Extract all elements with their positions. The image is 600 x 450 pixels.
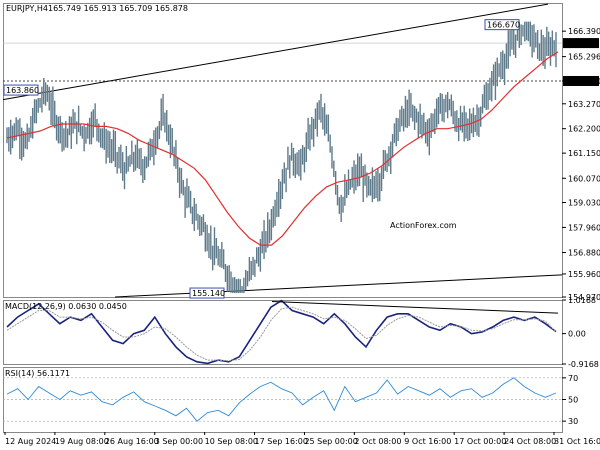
watermark: ActionForex.com <box>390 221 457 230</box>
x-tick-label: 31 Oct 16:00 <box>554 437 600 446</box>
macd-ytick-label: -0.9168 <box>568 360 599 369</box>
x-tick-label: 3 Sep 00:00 <box>155 437 203 446</box>
rsi-title: RSI(14) 56.1171 <box>5 369 70 378</box>
price-annotation-label: 166.670 <box>487 21 520 30</box>
price-ytick-label: 165.296 <box>568 53 600 62</box>
price-ytick-label: 154.970 <box>568 293 600 302</box>
symbol-title: EURJPY,H4 <box>6 4 48 13</box>
rsi-panel-frame <box>3 367 563 433</box>
macd-signal-line <box>6 306 557 362</box>
x-tick-label: 10 Sep 08:00 <box>205 437 258 446</box>
moving-average-line <box>6 51 559 246</box>
price-annotation-box <box>484 19 520 31</box>
price-ytick-label: 161.150 <box>568 149 600 158</box>
rsi-line <box>6 377 557 422</box>
macd-ytick-label: 1.0168 <box>568 296 596 305</box>
price-annotation-label: 155.140 <box>192 289 225 298</box>
current-price-label: 165.878 <box>565 39 598 48</box>
macd-trendline <box>271 301 559 314</box>
price-ytick-label: 166.390 <box>568 27 600 36</box>
price-ytick-label: 156.880 <box>568 249 600 258</box>
price-annotation-box <box>3 84 39 96</box>
x-tick-label: 26 Aug 16:00 <box>105 437 159 446</box>
x-tick-label: 9 Oct 16:00 <box>404 437 451 446</box>
level-price-box <box>563 75 599 86</box>
price-ytick-label: 157.960 <box>568 223 600 232</box>
price-ytick-label: 162.200 <box>568 125 600 134</box>
ohlc-readout: 165.749 165.913 165.709 165.878 <box>48 4 188 13</box>
x-tick-label: 24 Oct 08:00 <box>504 437 556 446</box>
rsi-ytick-label: 30 <box>568 417 578 426</box>
level-price-label: 164.250 <box>565 77 598 86</box>
current-price-box <box>563 38 599 49</box>
macd-title: MACD(12,26,9) 0.0630 0.0450 <box>5 302 127 311</box>
macd-panel-frame <box>3 300 563 365</box>
price-annotation-label: 163.860 <box>6 86 39 95</box>
x-tick-label: 2 Oct 08:00 <box>354 437 401 446</box>
upper-trendline <box>2 3 549 101</box>
price-ytick-label: 155.960 <box>568 270 600 279</box>
macd-line <box>6 299 557 365</box>
x-tick-label: 19 Aug 08:00 <box>55 437 109 446</box>
price-ytick-label: 163.270 <box>568 100 600 109</box>
price-panel-frame <box>3 3 563 298</box>
price-annotation-box <box>189 287 225 299</box>
macd-ytick-label: 0.00 <box>568 330 586 339</box>
x-tick-label: 17 Sep 16:00 <box>255 437 308 446</box>
price-bars-group <box>6 21 557 294</box>
x-tick-label: 17 Oct 00:00 <box>454 437 506 446</box>
price-ytick-label: 159.030 <box>568 198 600 207</box>
rsi-ytick-label: 50 <box>568 396 578 405</box>
rsi-ytick-label: 70 <box>568 374 578 383</box>
x-tick-label: 12 Aug 2024 <box>5 437 56 446</box>
lower-trendline <box>114 274 563 298</box>
price-ytick-label: 160.070 <box>568 174 600 183</box>
x-tick-label: 25 Sep 00:00 <box>304 437 357 446</box>
